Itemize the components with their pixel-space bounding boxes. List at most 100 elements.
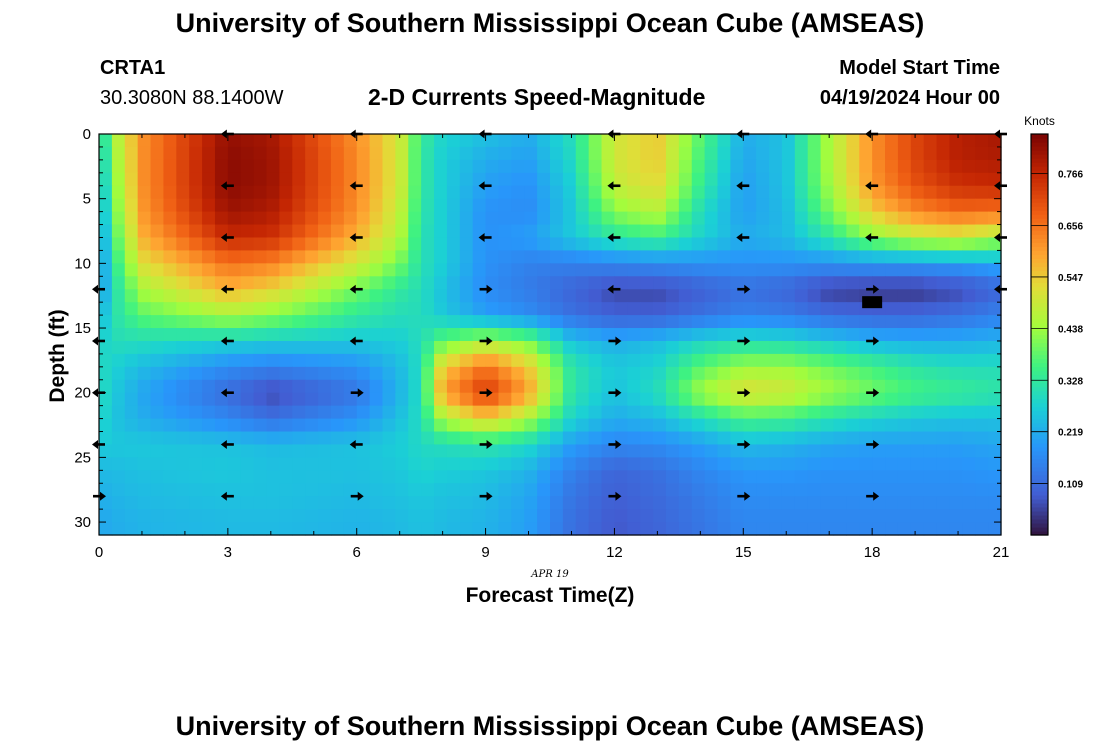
colorbar-band	[1031, 374, 1048, 380]
heatmap-cell	[446, 431, 461, 446]
heatmap-cell	[485, 134, 500, 148]
heatmap-cell	[421, 340, 435, 355]
heatmap-cell	[395, 134, 409, 148]
heatmap-cell	[923, 457, 938, 471]
heatmap-cell	[227, 198, 242, 213]
heatmap-cell	[820, 302, 835, 316]
heatmap-cell	[601, 250, 616, 264]
heatmap-cell	[227, 211, 242, 226]
heatmap-cell	[743, 315, 757, 329]
heatmap-cell	[99, 224, 113, 239]
heatmap-cell	[227, 276, 242, 290]
heatmap-cell	[614, 263, 628, 277]
arrow-head	[615, 336, 622, 346]
heatmap-cell	[743, 483, 757, 497]
heatmap-cell	[769, 250, 783, 264]
heatmap-cell	[769, 418, 783, 433]
date-label: APR 19	[531, 569, 569, 580]
heatmap-cell	[936, 405, 951, 420]
heatmap-cell	[266, 250, 280, 264]
heatmap-cell	[575, 379, 590, 394]
heatmap-cell	[743, 431, 757, 446]
heatmap-cell	[524, 418, 538, 433]
heatmap-cell	[305, 379, 319, 394]
heatmap-cell	[537, 172, 551, 187]
heatmap-cell	[343, 159, 358, 174]
heatmap-cell	[910, 237, 925, 252]
heatmap-cell	[691, 353, 706, 368]
heatmap-cell	[665, 237, 680, 252]
heatmap-cell	[292, 418, 306, 433]
heatmap-cell	[562, 353, 577, 368]
heatmap-cell	[704, 496, 719, 510]
heatmap-cell	[485, 302, 500, 316]
heatmap-cell	[459, 185, 474, 200]
heatmap-cell	[640, 379, 654, 394]
heatmap-cell	[897, 483, 912, 497]
heatmap-cell	[382, 315, 396, 329]
heatmap-cell	[820, 431, 835, 446]
colorbar-band	[1031, 254, 1048, 259]
colorbar-band	[1031, 290, 1048, 295]
heatmap-cell	[730, 198, 744, 213]
heatmap-cell	[872, 483, 886, 497]
heatmap-cell	[717, 185, 731, 200]
heatmap-cell	[330, 353, 345, 368]
heatmap-cell	[150, 457, 165, 471]
heatmap-cell	[214, 185, 229, 200]
heatmap-cell	[897, 444, 912, 458]
heatmap-cell	[859, 509, 873, 523]
heatmap-cell	[305, 328, 319, 342]
heatmap-cell	[124, 224, 139, 239]
heatmap-cell	[163, 405, 177, 420]
heatmap-cell	[614, 470, 628, 484]
heatmap-cell	[962, 172, 976, 187]
heatmap-cell	[498, 211, 512, 226]
heatmap-cell	[369, 134, 384, 148]
heatmap-cell	[975, 237, 989, 252]
heatmap-cell	[588, 289, 603, 303]
heatmap-cell	[111, 159, 126, 174]
heatmap-cell	[163, 522, 177, 536]
heatmap-cell	[936, 418, 951, 433]
direction-arrow	[220, 181, 234, 191]
heatmap-cell	[472, 146, 487, 161]
heatmap-cell	[691, 276, 706, 290]
heatmap-cell	[240, 134, 255, 148]
heatmap-cell	[910, 457, 925, 471]
heatmap-cell	[292, 522, 306, 536]
heatmap-cell	[99, 263, 113, 277]
heatmap-cell	[214, 211, 229, 226]
heatmap-cell	[588, 457, 603, 471]
heatmap-cell	[459, 146, 474, 161]
heatmap-cell	[846, 418, 860, 433]
heatmap-cell	[343, 289, 358, 303]
heatmap-cell	[769, 444, 783, 458]
colorbar-band	[1031, 142, 1048, 147]
heatmap-cell	[949, 444, 963, 458]
heatmap-cell	[395, 496, 409, 510]
heatmap-cell	[459, 198, 474, 213]
direction-arrow	[608, 336, 622, 346]
heatmap-cell	[472, 315, 487, 329]
heatmap-cell	[305, 159, 319, 174]
heatmap-cell	[988, 405, 1002, 420]
y-tick-label: 15	[74, 320, 91, 337]
colorbar-band	[1031, 158, 1048, 163]
heatmap-cell	[756, 379, 770, 394]
heatmap-cell	[717, 522, 731, 536]
heatmap-cell	[588, 315, 603, 329]
heatmap-cell	[485, 366, 500, 381]
heatmap-cell	[498, 418, 512, 433]
colorbar-band	[1031, 518, 1048, 524]
heatmap-cell	[859, 522, 873, 536]
arrow-head	[220, 232, 227, 242]
colorbar-band	[1031, 302, 1048, 308]
heatmap-cell	[408, 302, 422, 316]
heatmap-cell	[253, 185, 268, 200]
heatmap-cell	[292, 457, 306, 471]
heatmap-cell	[550, 431, 564, 446]
heatmap-cell	[601, 340, 616, 355]
heatmap-cell	[472, 159, 487, 174]
heatmap-cell	[369, 211, 384, 226]
